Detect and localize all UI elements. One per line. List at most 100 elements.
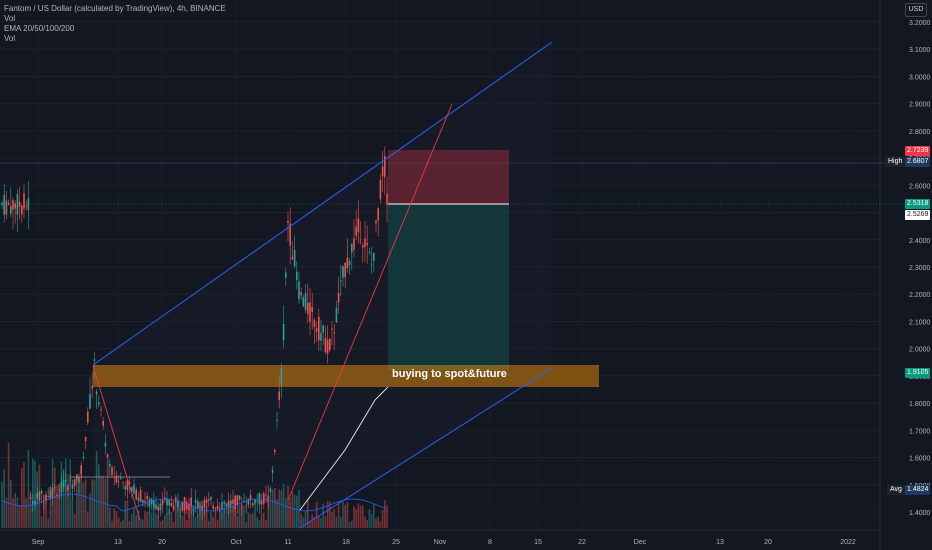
candle-body [122,482,124,483]
legend-symbol-title[interactable]: Fantom / US Dollar (calculated by Tradin… [4,4,226,14]
time-axis-tick: 11 [284,539,291,546]
candle-body [325,338,327,352]
candle-body [270,488,272,491]
candle-body [83,457,85,458]
volume-bar [124,501,126,528]
candle-body [248,499,250,505]
volume-bar [364,516,366,528]
candle-body [149,500,151,507]
legend-volume-2[interactable]: Vol [4,34,226,44]
volume-bar [102,476,104,528]
candle-body [107,454,109,457]
candle-body [160,504,162,510]
time-axis-tick: Oct [231,539,242,546]
volume-bar [239,504,241,528]
candle-body [3,195,5,215]
volume-bar [14,493,16,528]
candle-body [349,261,351,265]
volume-bar [294,495,296,528]
volume-bar [188,507,190,528]
candle-body [78,477,80,484]
volume-bar [347,502,349,528]
volume-bar [362,505,364,528]
candle-body [373,253,375,261]
volume-bar [1,482,3,528]
currency-button[interactable]: USD [905,3,927,17]
candle-body [278,392,280,401]
volume-bar [153,506,155,528]
candle-body [380,180,382,199]
candle-body [8,203,10,205]
price-axis-tick: 2.1000 [909,319,931,326]
candle-body [331,329,333,330]
volume-bar [65,458,67,528]
volume-bar [272,489,274,528]
volume-bar [30,493,32,528]
volume-bar [140,519,142,528]
volume-bar [142,520,144,528]
zone-annotation-text[interactable]: buying to spot&future [392,368,507,380]
volume-bar [41,516,43,528]
time-axis-tick: 8 [488,539,492,546]
time-axis-tick: 13 [114,539,122,546]
volume-bar [47,518,49,528]
volume-bar [160,522,162,528]
time-axis-tick: 25 [392,539,400,546]
volume-bar [265,520,267,528]
volume-bar [340,517,342,528]
stop-loss-zone[interactable] [388,150,509,204]
volume-bar [256,517,258,528]
high-label: High [885,157,905,167]
volume-bar [270,501,272,528]
volume-bar [351,521,353,528]
volume-bar [83,483,85,528]
candle-body [219,508,221,509]
volume-bar [91,479,93,528]
volume-bar [199,501,201,528]
candle-body [1,203,3,205]
legend-volume[interactable]: Vol [4,14,226,24]
volume-bar [267,501,269,528]
candle-body [272,470,274,473]
volume-bar [164,515,166,528]
candle-body [311,307,313,312]
volume-bar [190,507,192,528]
volume-bar [166,513,168,528]
volume-bar [263,513,265,528]
candle-body [206,500,208,503]
volume-bar [250,514,252,528]
volume-bar [36,472,38,528]
take-profit-zone[interactable] [388,204,509,370]
chart-legend: Fantom / US Dollar (calculated by Tradin… [4,4,226,44]
volume-bar [333,509,335,528]
volume-bar [232,506,234,528]
buy-zone[interactable] [93,365,599,387]
stop-price-tag: 2.7239 [905,146,930,156]
candle-body [197,501,199,508]
candle-body [265,495,267,496]
candle-body [74,479,76,486]
volume-bar [245,522,247,528]
candle-body [377,208,379,220]
volume-bar [87,512,89,528]
price-axis-tick: 3.2000 [909,20,931,27]
candle-body [375,221,377,224]
volume-bar [384,500,386,528]
volume-bar [98,465,100,528]
volume-bar [63,469,65,528]
legend-ema[interactable]: EMA 20/50/100/200 [4,24,226,34]
candle-body [138,498,140,501]
volume-bar [50,487,52,528]
candle-body [186,502,188,509]
candle-body [171,503,173,506]
candle-body [212,505,214,508]
candle-body [276,420,278,421]
volume-bar [221,513,223,528]
volume-bar [155,513,157,528]
candle-body [146,496,148,499]
volume-bar [151,513,153,528]
candle-body [316,328,318,332]
candle-body [298,282,300,300]
